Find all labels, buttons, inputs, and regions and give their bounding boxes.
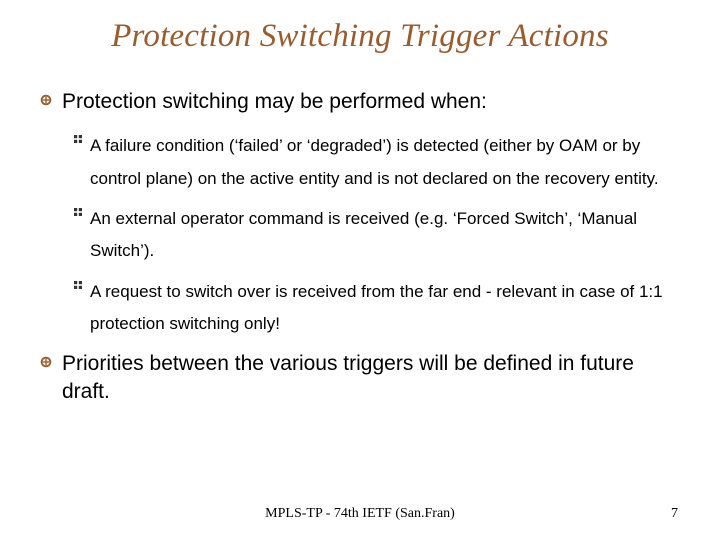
bullet-level1: Priorities between the various triggers …: [40, 350, 680, 407]
bullet-level2: A request to switch over is received fro…: [74, 276, 680, 341]
bullet-text: Priorities between the various triggers …: [62, 350, 680, 407]
bullet-level1: Protection switching may be performed wh…: [40, 88, 680, 116]
slide: Protection Switching Trigger Actions Pro…: [0, 0, 720, 540]
sub-bullets: A failure condition (‘failed’ or ‘degrad…: [74, 130, 680, 340]
square-bullet-icon: [74, 281, 82, 289]
sub-bullet-text: A failure condition (‘failed’ or ‘degrad…: [90, 130, 680, 195]
sub-bullet-text: An external operator command is received…: [90, 203, 680, 268]
square-bullet-icon: [74, 135, 82, 143]
slide-title: Protection Switching Trigger Actions: [0, 0, 720, 55]
bullet-icon: [40, 94, 52, 106]
bullet-icon: [40, 356, 52, 368]
sub-bullet-text: A request to switch over is received fro…: [90, 276, 680, 341]
bullet-level2: An external operator command is received…: [74, 203, 680, 268]
bullet-level2: A failure condition (‘failed’ or ‘degrad…: [74, 130, 680, 195]
square-bullet-icon: [74, 208, 82, 216]
page-number: 7: [671, 506, 678, 522]
footer-text: MPLS-TP - 74th IETF (San.Fran): [0, 506, 720, 522]
bullet-text: Protection switching may be performed wh…: [62, 88, 487, 116]
slide-body: Protection switching may be performed wh…: [40, 88, 680, 421]
